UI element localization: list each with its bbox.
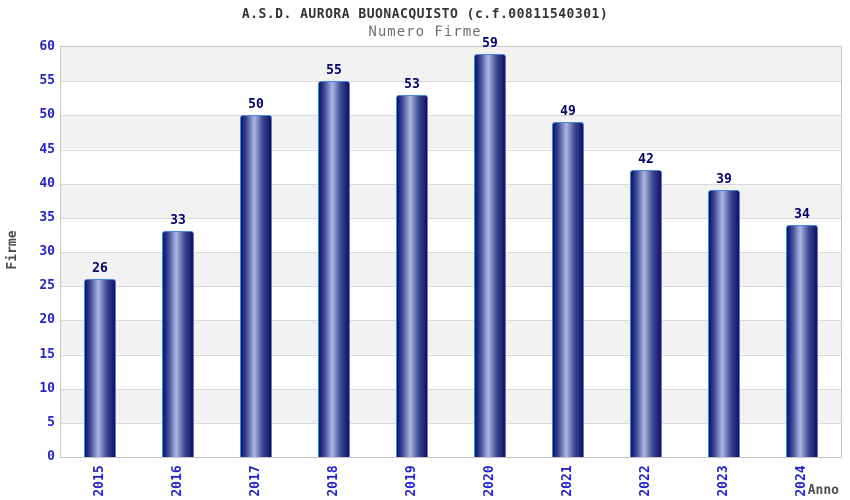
gridline [61,320,841,321]
plot-area: 26 33 50 55 53 59 49 42 39 34 [60,36,842,458]
bar-value-label: 26 [92,261,108,276]
x-tick-label: 2020 [482,465,497,497]
y-tick-label: 40 [39,176,55,191]
bar-2019 [396,95,428,457]
plot-band [61,47,841,82]
gridline [61,355,841,356]
gridline [61,218,841,219]
y-tick-label: 15 [39,347,55,362]
gridline [61,81,841,82]
bar-2015 [84,279,116,457]
gridline [61,150,841,151]
gridline [61,423,841,424]
bar-value-label: 53 [404,77,420,92]
y-tick-label: 45 [39,142,55,157]
bar-2017 [240,115,272,457]
y-tick-label: 10 [39,381,55,396]
x-tick-label: 2023 [716,465,731,497]
x-tick-label: 2017 [248,465,263,497]
bar-value-label: 33 [170,213,186,228]
gridline [61,115,841,116]
y-tick-label: 0 [47,449,55,464]
y-tick-label: 60 [39,39,55,54]
x-tick-label: 2022 [638,465,653,497]
x-tick-label: 2015 [92,465,107,497]
bar-value-label: 49 [560,104,576,119]
x-tick-label: 2019 [404,465,419,497]
bar-2022 [630,170,662,457]
gridline [61,286,841,287]
bar-value-label: 39 [716,172,732,187]
bar-value-label: 59 [482,36,498,51]
y-tick-label: 5 [47,415,55,430]
bar-2018 [318,81,350,457]
bar-value-label: 42 [638,152,654,167]
gridline [61,184,841,185]
y-tick-label: 55 [39,73,55,88]
chart-title: A.S.D. AURORA BUONACQUISTO (c.f.00811540… [241,7,609,22]
x-tick-label: 2016 [170,465,185,497]
bar-2021 [552,122,584,457]
bar-2020 [474,54,506,457]
y-tick-label: 20 [39,312,55,327]
bar-value-label: 34 [794,207,810,222]
y-tick-label: 35 [39,210,55,225]
bar-value-label: 55 [326,63,342,78]
x-tick-label: 2018 [326,465,341,497]
plot-band [61,115,841,150]
chart-subtitle: Numero Firme [368,24,482,40]
gridline [61,252,841,253]
x-axis-label: Anno [807,483,839,498]
bar-2024 [786,225,818,457]
bar-2023 [708,190,740,457]
plot-band [61,149,841,184]
y-tick-label: 50 [39,107,55,122]
gridline [61,389,841,390]
x-tick-label: 2024 [794,465,809,497]
y-tick-label: 25 [39,278,55,293]
plot-band [61,81,841,116]
bar-2016 [162,231,194,457]
x-tick-label: 2021 [560,465,575,497]
bar-value-label: 50 [248,97,264,112]
y-tick-label: 30 [39,244,55,259]
